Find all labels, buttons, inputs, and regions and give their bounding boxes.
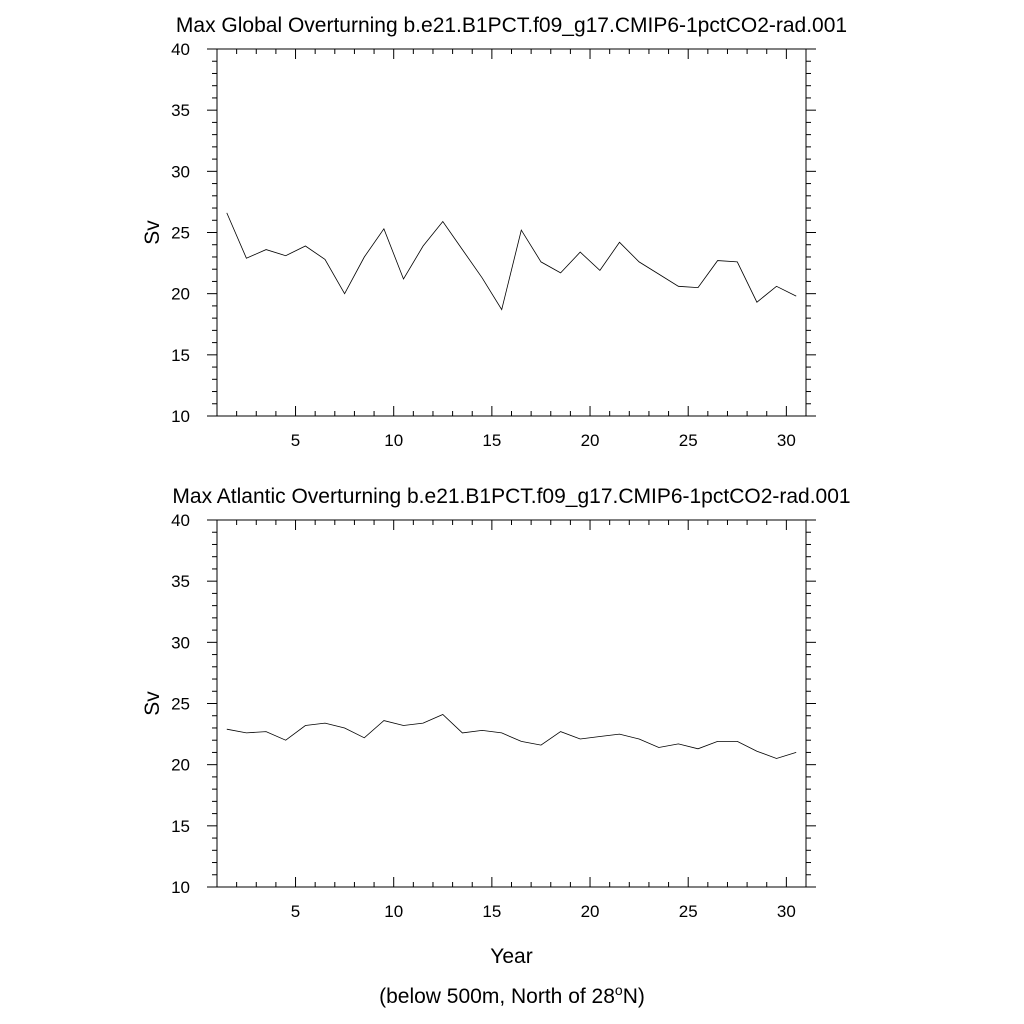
series-line-1 xyxy=(226,212,797,311)
y-tick-label: 25 xyxy=(171,224,190,243)
footnote: (below 500m, North of 28oN) xyxy=(379,982,645,1008)
y-tick-label: 15 xyxy=(171,346,190,365)
y-tick-label: 40 xyxy=(171,40,190,59)
x-tick-label: 30 xyxy=(777,431,796,450)
y-tick-label: 15 xyxy=(171,817,190,836)
x-tick-label: 20 xyxy=(581,431,600,450)
x-tick-label: 25 xyxy=(679,431,698,450)
x-tick-label: 10 xyxy=(384,902,403,921)
plot-frame xyxy=(216,48,807,417)
chart-panel-1: Max Global Overturning b.e21.B1PCT.f09_g… xyxy=(141,14,847,450)
x-tick-label: 25 xyxy=(679,902,698,921)
x-tick-label: 10 xyxy=(384,431,403,450)
x-tick-label: 15 xyxy=(482,431,501,450)
series-line-1 xyxy=(226,714,797,759)
plot-frame xyxy=(216,519,807,888)
y-tick-label: 35 xyxy=(171,572,190,591)
x-axis-label: Year xyxy=(490,945,532,968)
x-tick-label: 30 xyxy=(777,902,796,921)
footnote-suffix: N) xyxy=(623,985,645,1008)
y-tick-label: 40 xyxy=(171,511,190,530)
x-tick-label: 20 xyxy=(581,902,600,921)
chart-title: Max Global Overturning b.e21.B1PCT.f09_g… xyxy=(176,14,847,37)
chart-title: Max Atlantic Overturning b.e21.B1PCT.f09… xyxy=(172,485,850,508)
y-tick-label: 25 xyxy=(171,695,190,714)
y-tick-label: 10 xyxy=(171,878,190,897)
x-tick-label: 5 xyxy=(291,431,300,450)
y-tick-label: 30 xyxy=(171,162,190,181)
y-tick-label: 10 xyxy=(171,407,190,426)
chart-panel-2: Max Atlantic Overturning b.e21.B1PCT.f09… xyxy=(141,485,851,968)
x-tick-label: 5 xyxy=(291,902,300,921)
y-axis-label: Sv xyxy=(141,691,164,716)
y-tick-label: 20 xyxy=(171,285,190,304)
y-tick-label: 30 xyxy=(171,633,190,652)
footnote-superscript: o xyxy=(615,982,623,998)
y-tick-label: 35 xyxy=(171,101,190,120)
footnote-prefix: (below 500m, North of 28 xyxy=(379,985,615,1008)
y-tick-label: 20 xyxy=(171,756,190,775)
y-axis-label: Sv xyxy=(141,220,164,245)
x-tick-label: 15 xyxy=(482,902,501,921)
